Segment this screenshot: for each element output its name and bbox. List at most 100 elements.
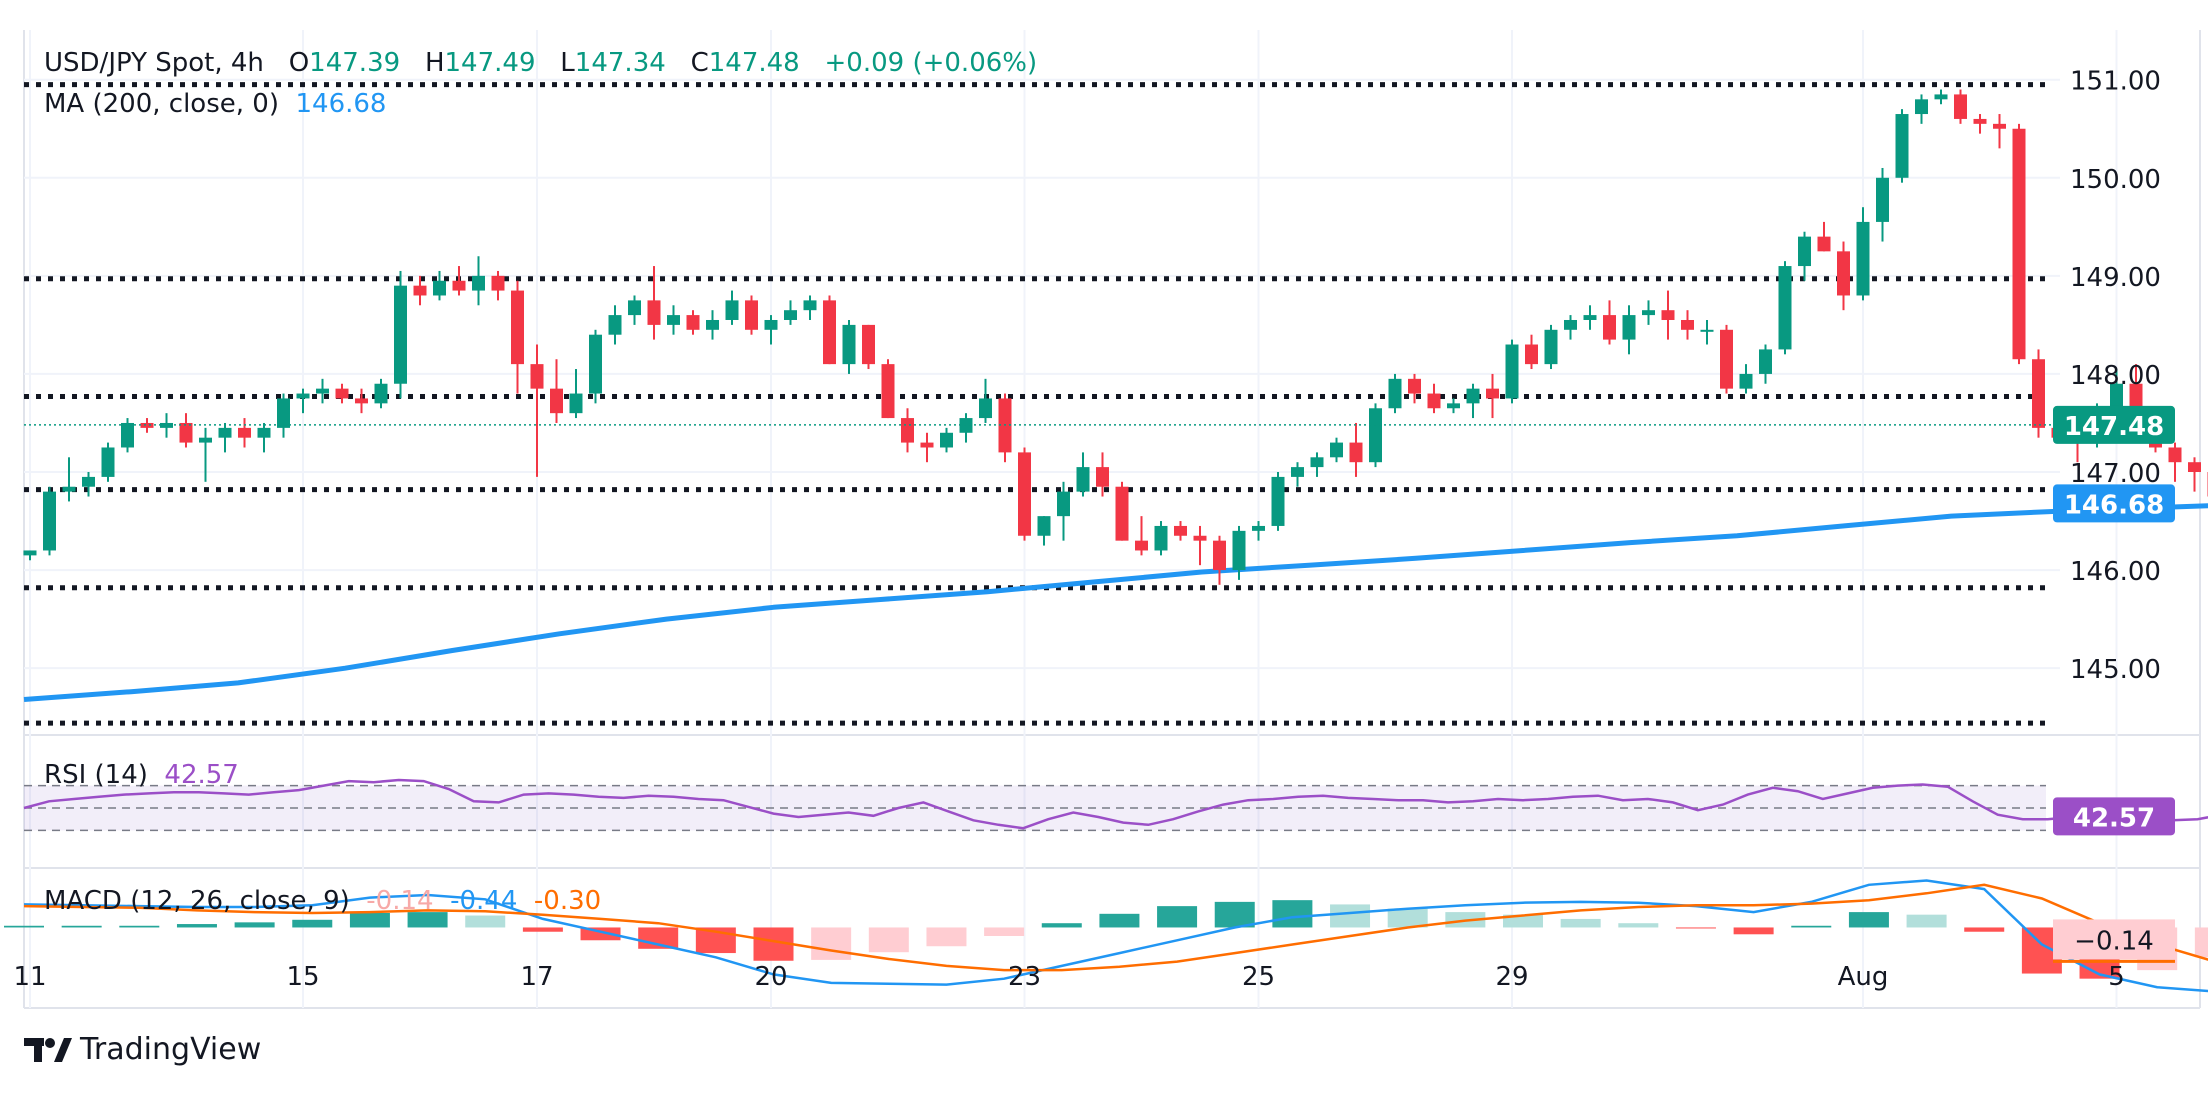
candle-body [179, 422, 193, 443]
macd-histogram-bar [1272, 900, 1313, 928]
price-tags: 147.48 146.68 42.57 −0.14 [2053, 405, 2175, 963]
time-tick-label: 11 [13, 962, 46, 992]
ma-label: MA (200, close, 0) [44, 89, 279, 119]
candle-body [803, 300, 817, 311]
symbol-title[interactable]: USD/JPY Spot, 4h [44, 48, 264, 78]
candle-body [1778, 266, 1792, 350]
price-tick-label: 146.00 [2070, 557, 2161, 587]
candle-body [355, 398, 368, 404]
ma-legend[interactable]: MA (200, close, 0) 146.68 [44, 89, 386, 119]
candle-body [2188, 462, 2201, 473]
macd-hist-value: -0.14 [366, 886, 434, 916]
time-axis[interactable]: 11 15 17 20 23 25 29 Aug 5 [13, 962, 2124, 992]
macd-histogram-bar [1503, 914, 1543, 928]
price-tick-label: 148.00 [2070, 361, 2161, 391]
candle-body [1486, 388, 1499, 399]
candle-body [1135, 540, 1148, 551]
high-label: H [424, 48, 445, 78]
candle-body [725, 300, 739, 320]
macd-tag-bg [2053, 919, 2175, 960]
rsi-pane [23, 778, 2208, 832]
change-value: +0.09 (+0.06%) [824, 48, 1038, 78]
candle-body [1252, 525, 1265, 531]
candle-body [706, 319, 719, 330]
close-value: 147.48 [708, 48, 800, 78]
price-tick-label: 149.00 [2070, 263, 2161, 293]
candle-body [530, 364, 544, 389]
candle-body [1408, 378, 1421, 394]
macd-histogram-bar [1733, 927, 1774, 935]
candle-body [452, 280, 466, 291]
candle-body [1213, 540, 1226, 571]
price-tick-label: 150.00 [2070, 165, 2161, 195]
high-value: 147.49 [444, 48, 536, 78]
symbol-legend: USD/JPY Spot, 4h O147.39 H147.49 L147.34… [44, 48, 1037, 78]
rsi-line [23, 778, 2208, 830]
candle-body [1271, 476, 1285, 526]
macd-histogram-bar [176, 924, 217, 928]
candle-body [238, 427, 251, 438]
price-axis[interactable]: 145.00 146.00 147.00 148.00 149.00 150.00 151.… [2070, 67, 2161, 685]
macd-legend[interactable]: MACD (12, 26, close, 9) -0.14 -0.44 -0.3… [44, 886, 601, 916]
candle-body [23, 550, 37, 556]
time-tick-label: 23 [1008, 962, 1041, 992]
candle-body [82, 476, 95, 487]
macd-histogram-bar [1791, 925, 1832, 928]
candle-body [2129, 383, 2143, 414]
candle-body [1759, 349, 1772, 374]
candle-body [43, 491, 56, 551]
macd-value-tag: −0.14 [2074, 926, 2154, 956]
candle-body [140, 422, 154, 428]
candle-body [1895, 114, 1909, 178]
macd-histogram-bar [926, 927, 967, 947]
candle-body [628, 300, 641, 316]
horizontal-levels [24, 82, 2046, 726]
low-value: 147.34 [574, 48, 666, 78]
macd-line [23, 879, 2208, 993]
candle-body [1583, 315, 1597, 320]
candle-body [979, 398, 992, 419]
candle-body [940, 432, 953, 448]
time-tick-label: 17 [520, 962, 553, 992]
candle-body [160, 422, 173, 428]
macd-histogram-bar [292, 919, 333, 928]
candle-body [1720, 329, 1733, 389]
candle-body [589, 334, 602, 394]
macd-histogram-bar [1848, 912, 1889, 928]
candle-body [2032, 359, 2045, 428]
macd-histogram-bar [1906, 914, 1947, 928]
macd-histogram-bar [2194, 927, 2208, 958]
macd-histogram-bar [465, 915, 506, 928]
candle-body [413, 285, 427, 296]
candle-body [647, 300, 661, 325]
candle-body [1076, 467, 1090, 492]
tradingview-branding[interactable]: TradingView [24, 1032, 261, 1067]
macd-histogram-bar [1387, 908, 1428, 928]
candle-body [1525, 344, 1538, 365]
candle-body [823, 300, 836, 365]
low-label: L [560, 48, 575, 78]
candle-body [784, 310, 797, 320]
candle-body [1174, 525, 1187, 536]
open-value: 147.39 [309, 48, 401, 78]
candle-body [1018, 452, 1031, 536]
candle-body [1427, 393, 1441, 409]
candle-body [2012, 128, 2026, 360]
candle-body [745, 300, 758, 330]
rsi-legend[interactable]: RSI (14) 42.57 [44, 760, 239, 790]
macd-line-value: -0.44 [450, 886, 518, 916]
candle-body [1154, 525, 1168, 551]
tradingview-logo-icon [24, 1037, 72, 1062]
candle-body [1466, 388, 1480, 404]
candle-body [101, 447, 115, 477]
macd-histogram-bar [1618, 923, 1659, 928]
candle-body [1447, 403, 1460, 409]
grid-lines [23, 30, 2201, 1009]
time-tick-label: 15 [286, 962, 319, 992]
rsi-tag-bg [2053, 797, 2175, 836]
candle-body [1232, 530, 1246, 571]
candle-body [394, 285, 407, 384]
candle-body [1798, 236, 1811, 267]
candle-body [1193, 535, 1207, 541]
